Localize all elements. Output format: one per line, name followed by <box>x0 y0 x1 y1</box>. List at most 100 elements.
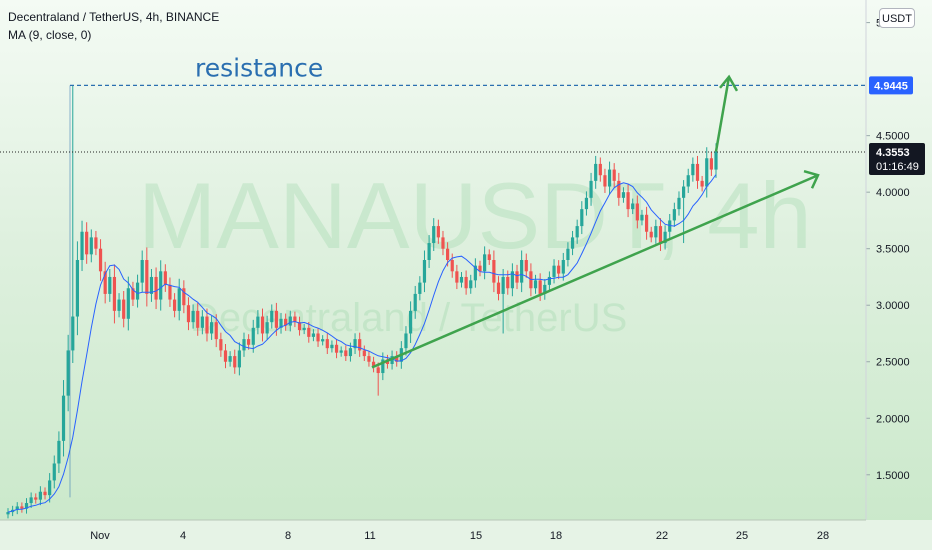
candle-body <box>38 491 42 500</box>
candle-body <box>371 361 376 368</box>
candle-body <box>663 231 667 244</box>
candle-body <box>330 344 334 349</box>
candle-body <box>297 322 302 331</box>
candle-body <box>66 350 70 396</box>
candle-body <box>302 327 306 331</box>
candle-body <box>487 254 491 260</box>
candle-body <box>94 237 98 249</box>
candle-body <box>547 276 552 285</box>
candle-body <box>566 248 570 260</box>
symbol-title: Decentraland / TetherUS, 4h, BINANCE <box>8 10 220 24</box>
candle-body <box>117 299 121 311</box>
candle-body <box>358 339 362 351</box>
candle-body <box>668 220 672 232</box>
candle-body <box>432 226 436 244</box>
candle-body <box>538 280 542 294</box>
candle-body <box>6 512 10 515</box>
candle-body <box>182 288 186 306</box>
candle-body <box>210 322 214 334</box>
candle-body <box>200 316 204 328</box>
candle-body <box>682 186 686 198</box>
candle-body <box>631 203 635 210</box>
candle-body <box>43 491 47 496</box>
candle-body <box>686 175 690 187</box>
candle-body <box>533 280 538 289</box>
candle-body <box>450 260 454 272</box>
candle-body <box>237 350 241 368</box>
candle-body <box>159 271 163 300</box>
y-tick-label: 3.0000 <box>876 300 910 312</box>
candle-body <box>260 316 265 334</box>
candle-body <box>205 316 209 334</box>
candle-body <box>163 271 167 285</box>
y-tick-label: 2.0000 <box>876 413 910 425</box>
candle-body <box>570 237 575 249</box>
candle-body <box>598 163 602 176</box>
candle-body <box>589 180 593 198</box>
candle-body <box>427 243 431 260</box>
resistance-price-label: 4.9445 <box>874 80 908 92</box>
candle-body <box>334 344 339 353</box>
indicator-label[interactable]: MA (9, close, 0) <box>8 28 92 42</box>
candle-body <box>408 310 413 334</box>
candle-body <box>247 339 251 345</box>
x-tick-label: 18 <box>550 530 562 542</box>
candle-body <box>172 299 177 311</box>
trendline <box>371 174 819 369</box>
candle-body <box>233 356 237 368</box>
candle-body <box>501 276 505 294</box>
candle-body <box>640 214 644 221</box>
candle-body <box>112 276 117 311</box>
candle-body <box>20 506 24 509</box>
candle-body <box>626 192 630 210</box>
candle-body <box>464 276 468 289</box>
x-tick-label: 11 <box>364 530 375 542</box>
candle-body <box>344 350 348 357</box>
candle-body <box>376 367 380 374</box>
x-tick-label: 28 <box>817 530 829 542</box>
candle-body <box>649 231 653 238</box>
candle-body <box>520 260 524 283</box>
candle-body <box>644 214 649 232</box>
candle-body <box>85 231 89 255</box>
candle-body <box>552 265 556 277</box>
candle-body <box>691 163 695 176</box>
candle-body <box>483 254 487 272</box>
candle-body <box>108 276 112 294</box>
candle-body <box>473 265 477 281</box>
candle-body <box>339 350 343 353</box>
candle-body <box>126 288 130 319</box>
x-tick-label: 15 <box>470 530 482 542</box>
candle-body <box>196 310 200 328</box>
resistance-label: resistance <box>195 53 323 82</box>
candle-body <box>436 226 440 238</box>
candle-body <box>34 497 38 500</box>
ma-line <box>7 174 717 513</box>
currency-button[interactable]: USDT <box>879 8 915 28</box>
candle-body <box>140 260 144 283</box>
y-tick-label: 2.5000 <box>876 357 910 369</box>
candle-body <box>149 276 154 294</box>
x-tick-label: 25 <box>736 530 748 542</box>
candle-body <box>621 192 626 198</box>
candle-body <box>469 280 473 289</box>
candle-body <box>321 339 325 342</box>
x-tick-label: 22 <box>656 530 668 542</box>
candle-body <box>284 318 288 326</box>
candle-body <box>135 282 140 300</box>
candle-body <box>316 333 320 342</box>
candle-body <box>348 348 353 357</box>
candle-body <box>98 248 103 272</box>
resistance-price-badge <box>869 76 913 95</box>
x-tick-label: 8 <box>285 530 291 542</box>
candle-body <box>709 158 713 170</box>
candle-body <box>103 271 107 294</box>
candle-body <box>496 282 501 294</box>
candle-body <box>672 209 676 221</box>
candle-body <box>557 265 561 274</box>
candle-body <box>492 260 496 283</box>
candle-body <box>603 175 607 187</box>
